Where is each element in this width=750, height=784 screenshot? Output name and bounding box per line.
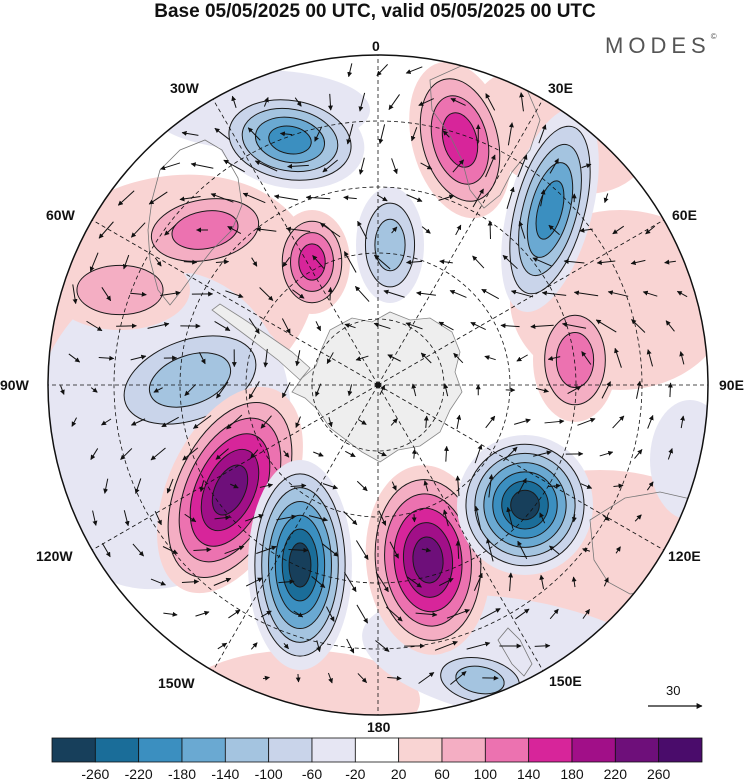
colorbar-tick-label: -100 [255,766,283,782]
colorbar-tick-label: -220 [125,766,153,782]
lon-label-150e: 150E [549,673,582,689]
colorbar-swatch [485,738,528,762]
anomaly-band [299,244,325,280]
colorbar [52,738,702,762]
lon-label-30e: 30E [548,80,573,96]
anomaly-band [77,265,163,314]
brand-logo: MODES© [605,33,717,59]
colorbar-swatch [529,738,572,762]
wind-vector [116,326,136,327]
colorbar-swatch [182,738,225,762]
colorbar-tick-label: 60 [434,766,450,782]
wind-vector [535,646,550,647]
colorbar-swatch [615,738,658,762]
background-tint [650,400,730,520]
lon-label-60w: 60W [46,207,75,223]
colorbar-tick-label: -140 [211,766,239,782]
lon-label-90w: 90W [0,377,29,393]
colorbar-tick-label: -180 [168,766,196,782]
colorbar-swatch [399,738,442,762]
colorbar-tick-label: -260 [81,766,109,782]
lon-label-0: 0 [372,38,380,54]
reference-vector-label: 30 [666,683,680,698]
anomaly-pos-30w-inner [274,210,350,314]
brand-name: MODES [605,33,711,58]
colorbar-swatch [139,738,182,762]
colorbar-swatch [95,738,138,762]
lon-label-90e: 90E [719,377,744,393]
colorbar-tick-label: -60 [302,766,322,782]
anomaly-neg-10w [356,187,424,303]
lon-label-30w: 30W [170,80,199,96]
colorbar-tick-label: 100 [474,766,497,782]
anomaly-pos-80e [533,298,617,422]
colorbar-swatch [225,738,268,762]
wind-vector [298,674,299,682]
colorbar-swatch [659,738,702,762]
colorbar-labels: -260 -220 -180 -140 -100 -60 -20 20 60 100 140 180 2… [0,766,750,784]
anomaly-band [375,219,405,271]
colorbar-tick-label: 260 [647,766,670,782]
lon-label-120e: 120E [668,548,701,564]
colorbar-swatch [572,738,615,762]
wind-vector [330,287,331,300]
colorbar-swatch [52,738,95,762]
colorbar-tick-label: 140 [517,766,540,782]
colorbar-tick-label: 180 [560,766,583,782]
brand-copyright-mark: © [711,32,717,41]
lon-label-120w: 120W [36,548,73,564]
lon-label-60e: 60E [672,207,697,223]
colorbar-tick-label: 20 [391,766,407,782]
colorbar-tick-label: 220 [604,766,627,782]
colorbar-tick-label: -20 [345,766,365,782]
colorbar-swatch [269,738,312,762]
page-title: Base 05/05/2025 00 UTC, valid 05/05/2025… [0,0,750,24]
wind-vector [670,383,671,397]
colorbar-swatch [355,738,398,762]
lon-label-180: 180 [367,719,390,735]
south-pole-marker [375,382,381,388]
lon-label-150w: 150W [158,675,195,691]
colorbar-swatch [312,738,355,762]
colorbar-swatch [442,738,485,762]
